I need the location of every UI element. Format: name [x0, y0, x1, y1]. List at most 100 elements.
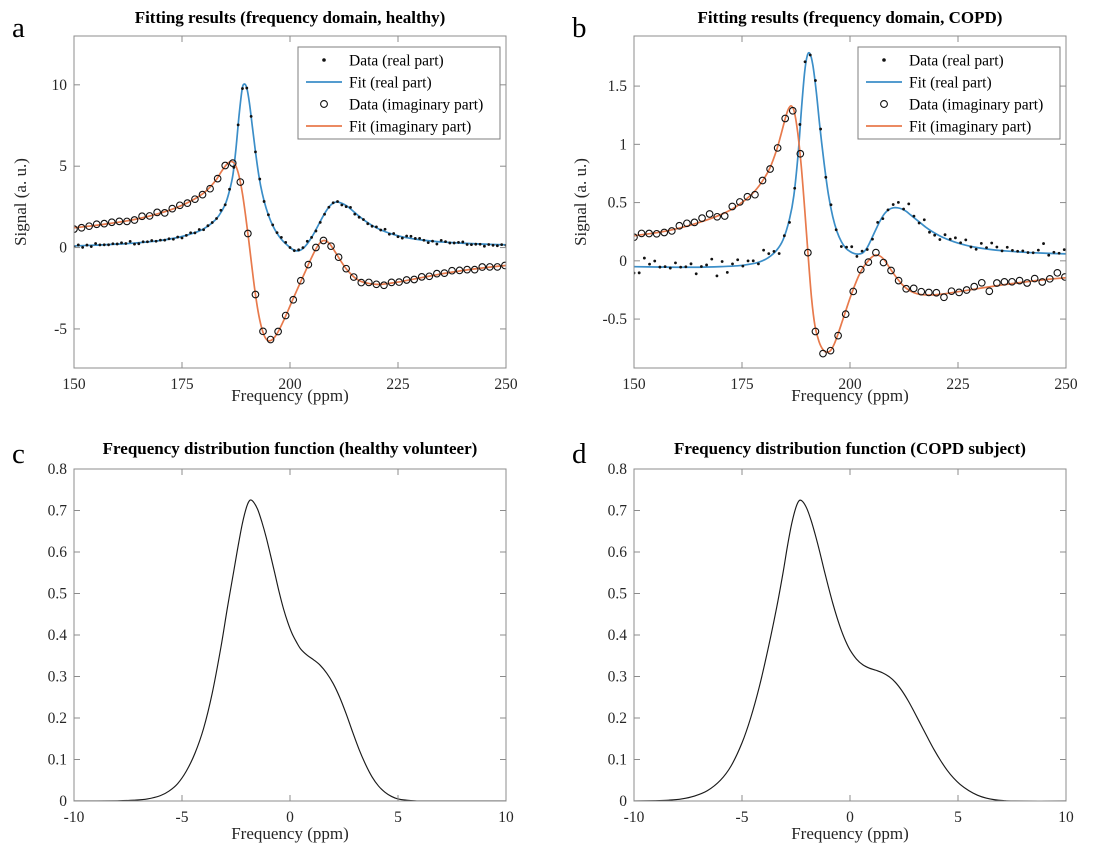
x-tick-label: 200 — [838, 376, 862, 393]
legend-circle-marker — [880, 100, 888, 108]
data-point-dot — [922, 218, 926, 222]
data-point-dot — [902, 207, 905, 211]
legend-entry-label: Fit (real part) — [349, 75, 432, 92]
data-point-dot — [461, 240, 465, 244]
data-point-circle — [849, 287, 858, 296]
legend-entry: Fit (real part) — [866, 75, 992, 92]
data-point-dot — [323, 212, 326, 216]
data-point-dot — [943, 233, 947, 237]
data-point-dot — [793, 186, 797, 190]
data-real-part-markers — [634, 53, 1066, 278]
data-point-circle — [879, 258, 888, 267]
data-point-dot — [292, 249, 296, 253]
data-point-dot — [969, 245, 973, 249]
y-tick-label: 0.3 — [608, 669, 628, 686]
data-point-dot — [891, 203, 895, 206]
data-point-dot — [305, 239, 309, 243]
data-point-circle — [304, 260, 313, 269]
panel-b-plot: 150 175 200 225 250 -0.5 0 0.5 1 1.5 Data (real pa… — [602, 35, 1078, 393]
data-point-circle — [342, 264, 351, 273]
legend-entry: Fit (real part) — [306, 75, 432, 92]
data-point-dot — [184, 233, 188, 237]
data-point-circle — [85, 222, 93, 231]
data-point-dot — [865, 248, 869, 251]
data-point-dot — [974, 247, 978, 251]
y-tick-label: 0.2 — [48, 710, 67, 727]
data-point-dot — [111, 242, 115, 246]
data-point-dot — [938, 238, 942, 241]
data-point-circle — [637, 229, 646, 238]
data-point-dot — [1011, 249, 1014, 252]
x-tick-label: 150 — [622, 376, 646, 393]
data-point-circle — [425, 272, 434, 281]
data-point-circle — [970, 282, 979, 291]
data-point-circle — [455, 266, 464, 275]
data-point-dot — [310, 235, 313, 239]
data-point-dot — [439, 239, 443, 242]
panel-d-title: Frequency distribution function (COPD su… — [674, 439, 1026, 458]
data-point-dot — [219, 208, 223, 212]
panel-c-letter: c — [12, 438, 25, 470]
data-point-dot — [379, 228, 383, 232]
data-point-circle — [115, 217, 124, 226]
data-point-circle — [395, 278, 403, 286]
data-point-dot — [444, 240, 447, 244]
data-point-circle — [289, 295, 298, 304]
data-point-circle — [327, 242, 335, 251]
data-point-dot — [699, 265, 703, 268]
data-point-circle — [493, 263, 502, 271]
data-point-dot — [850, 245, 854, 249]
data-point-circle — [902, 284, 911, 293]
legend-entry: Fit (imaginary part) — [866, 119, 1031, 136]
data-point-circle — [728, 202, 737, 211]
data-point-circle — [758, 176, 767, 185]
data-point-dot — [422, 238, 426, 242]
data-point-dot — [457, 241, 460, 244]
data-point-dot — [985, 246, 988, 249]
data-point-dot — [448, 241, 452, 245]
legend-dot-marker — [882, 58, 886, 62]
data-point-dot — [159, 238, 162, 242]
data-point-dot — [318, 220, 322, 224]
data-point-dot — [767, 252, 771, 256]
data-point-circle — [175, 201, 184, 210]
data-point-circle — [123, 217, 131, 226]
data-point-dot — [362, 218, 365, 221]
data-point-dot — [167, 237, 171, 241]
data-point-circle — [698, 214, 706, 222]
data-point-circle — [244, 229, 252, 238]
data-point-circle — [380, 281, 388, 290]
y-tick-label: 0.5 — [608, 195, 628, 212]
data-point-dot — [668, 266, 672, 270]
x-tick-label: -5 — [736, 809, 749, 826]
data-point-dot — [223, 203, 227, 207]
data-point-dot — [81, 246, 85, 249]
data-point-dot — [1021, 249, 1025, 253]
data-point-dot — [725, 271, 729, 274]
data-point-circle — [433, 269, 441, 278]
y-tick-label: -5 — [54, 321, 67, 338]
data-point-dot — [85, 243, 89, 247]
data-point-dot — [948, 237, 952, 241]
legend-box — [297, 46, 501, 140]
data-point-circle — [92, 220, 101, 229]
data-point-dot — [94, 242, 97, 245]
data-point-dot — [694, 272, 698, 276]
data-point-dot — [120, 241, 123, 245]
data-point-dot — [431, 239, 434, 243]
data-point-circle — [645, 229, 653, 238]
data-point-dot — [400, 236, 404, 240]
data-point-circle — [977, 278, 986, 287]
legend-entry-label: Data (real part) — [349, 53, 444, 70]
data-point-circle — [251, 290, 260, 299]
data-point-dot — [653, 259, 657, 263]
data-point-circle — [864, 258, 873, 266]
data-point-circle — [788, 106, 797, 115]
data-point-dot — [1062, 248, 1066, 252]
legend-entry: Data (real part) — [322, 53, 444, 70]
data-point-dot — [933, 233, 937, 237]
data-point-dot — [834, 228, 838, 232]
data-point-circle — [735, 198, 744, 206]
data-point-circle — [274, 327, 282, 336]
data-point-circle — [138, 212, 146, 221]
